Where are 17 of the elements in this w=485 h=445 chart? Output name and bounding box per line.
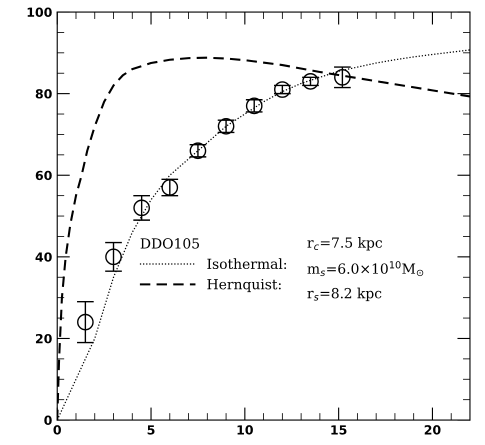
x-tick-label: 20 [424,425,441,435]
y-tick-label: 20 [36,334,52,344]
x-tick-label: 15 [331,425,346,435]
y-tick-label: 100 [28,7,52,17]
legend-label: Hernquist: [207,279,281,292]
y-tick-label: 40 [36,252,52,262]
x-tick-label: 5 [148,425,155,435]
y-tick-label: 0 [44,416,52,426]
legend-title: DDO105 [140,238,199,249]
x-tick-label: 0 [53,425,61,435]
annotation: r$_{c}$=7.5 kpc [307,237,382,250]
legend-label: Isothermal: [207,258,286,270]
y-tick-label: 80 [36,89,52,99]
x-tick-label: 10 [238,425,253,435]
annotation: m$_{s}$=6.0×10$^{10}$M$_{⊙}$ [307,261,424,276]
y-tick-label: 60 [36,170,52,180]
annotation: r$_{s}$=8.2 kpc [307,288,382,302]
